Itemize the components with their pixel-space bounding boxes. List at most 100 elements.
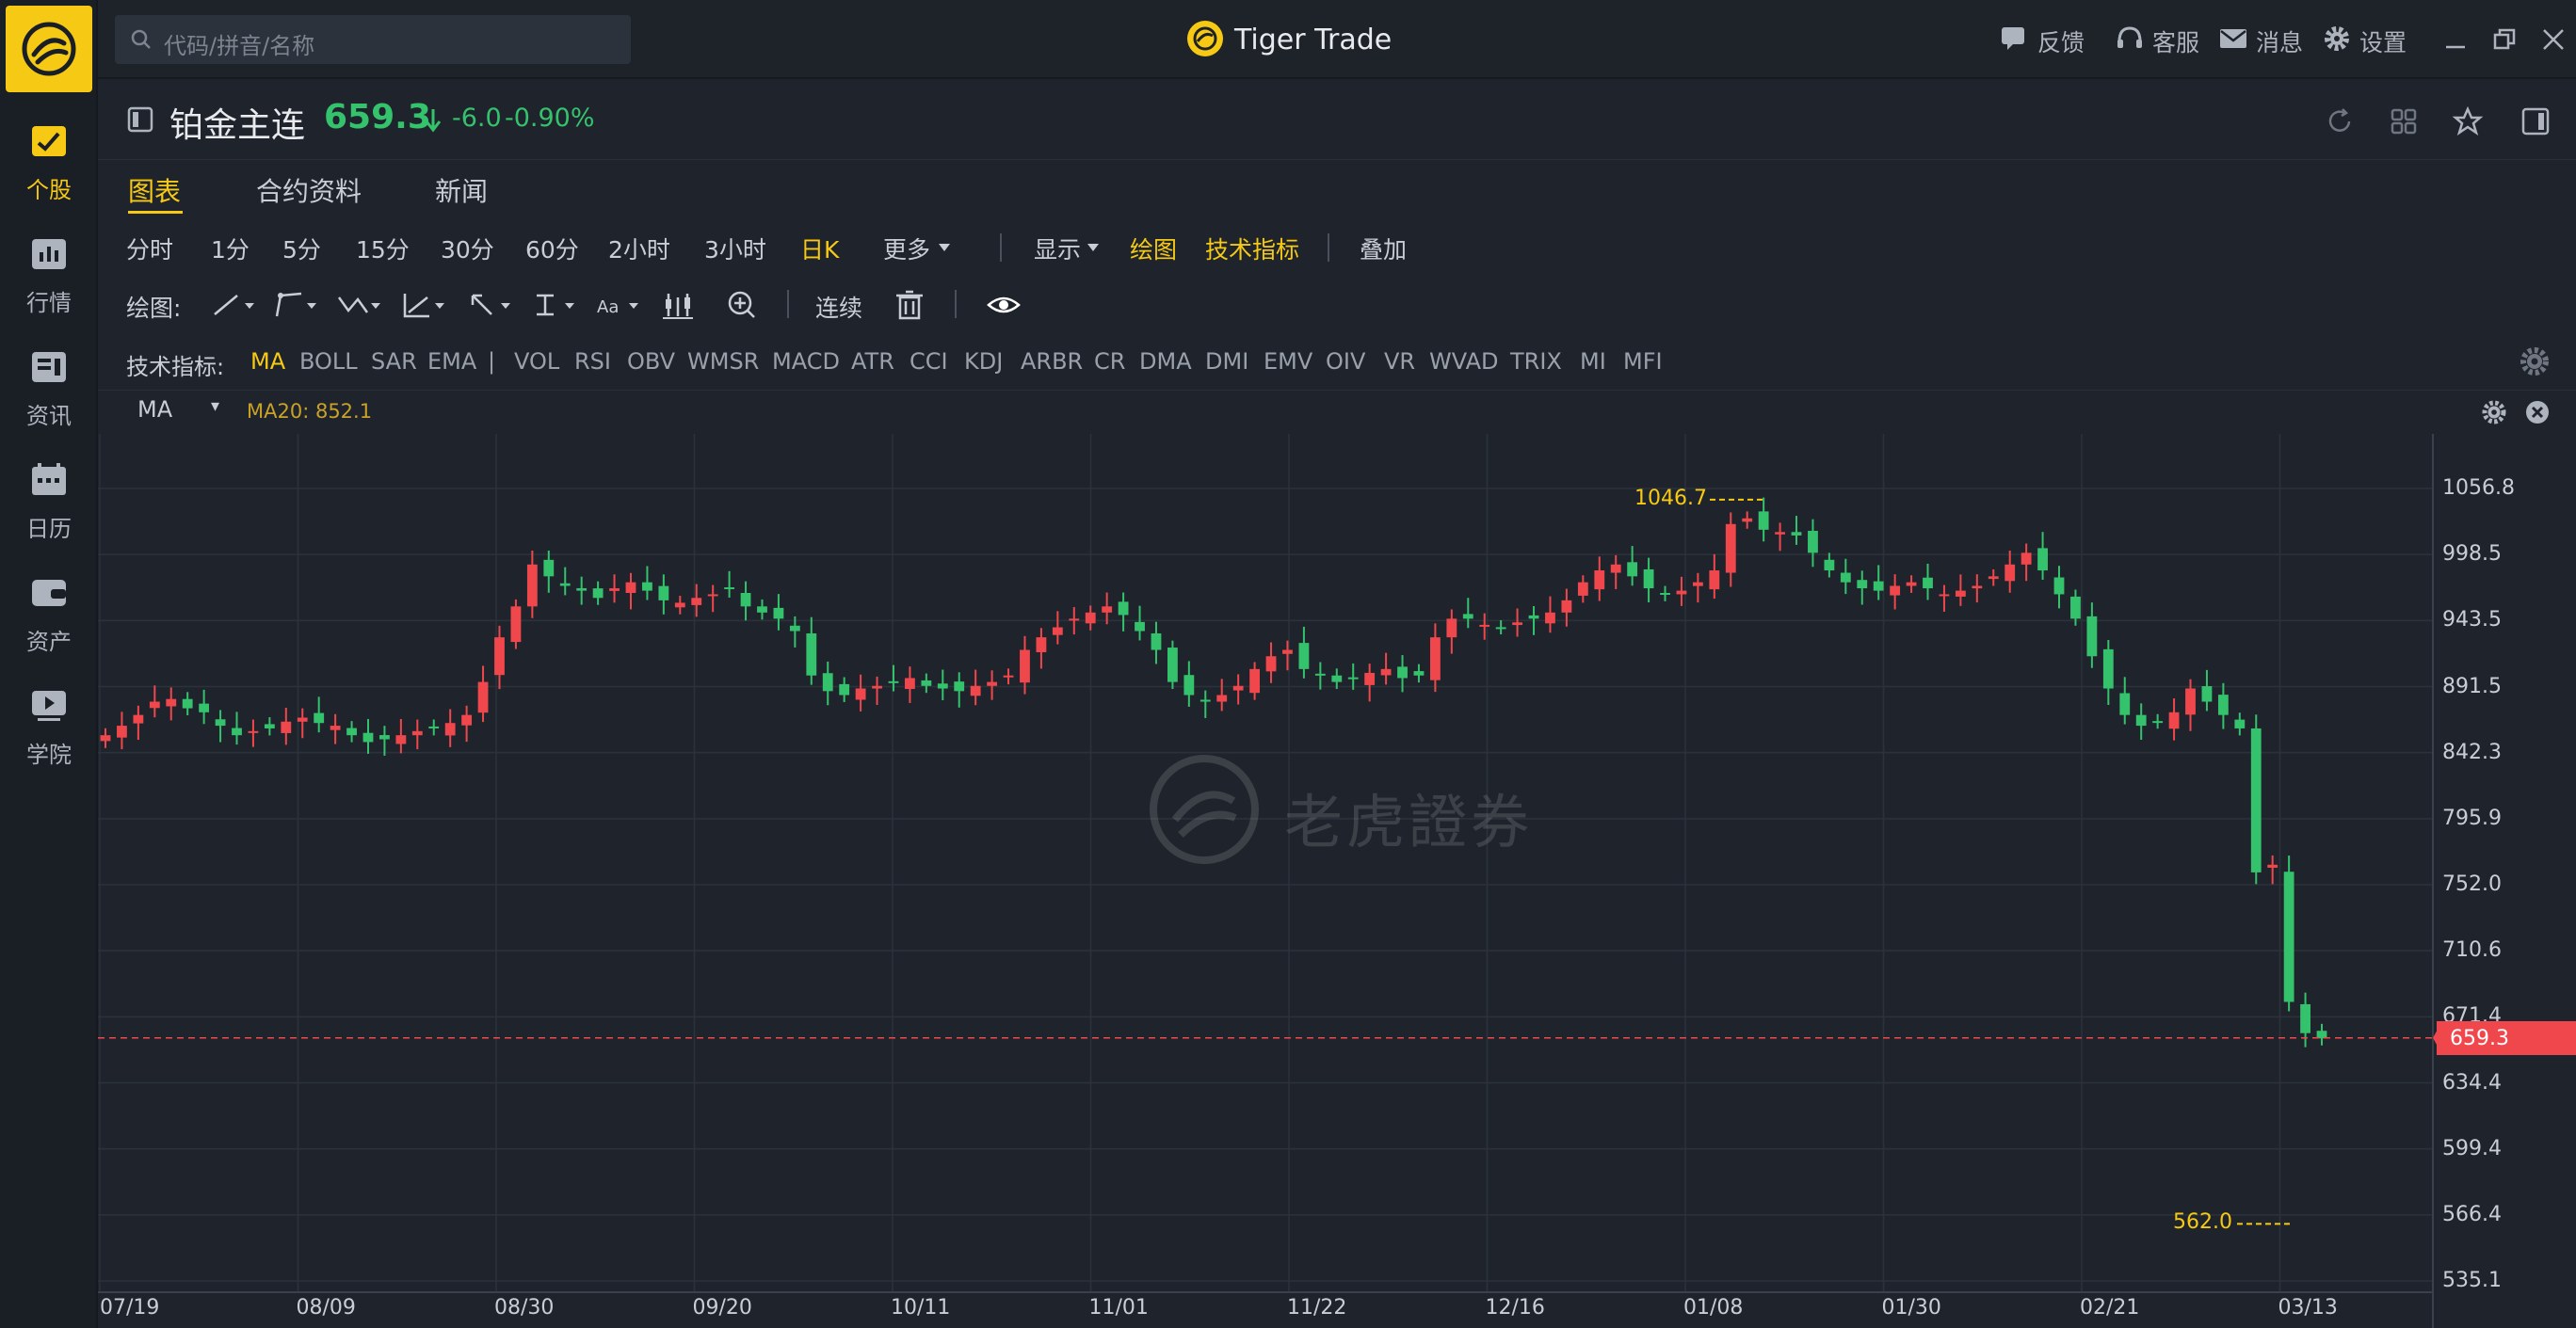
ray-tool-icon[interactable] (271, 288, 324, 322)
candle-body (724, 587, 735, 590)
period-30min[interactable]: 30分 (441, 236, 494, 264)
ma-select[interactable]: MA (137, 396, 173, 423)
period-5min[interactable]: 5分 (282, 236, 321, 264)
indicator-kdj[interactable]: KDJ (964, 348, 1004, 375)
candle-body (510, 606, 522, 643)
fibonacci-tool-icon[interactable] (399, 288, 452, 322)
candle-body (362, 732, 374, 743)
sidebar-item-news[interactable]: 资讯 (0, 339, 98, 442)
period-more[interactable]: 更多 (883, 236, 931, 264)
draw-menu[interactable]: 绘图 (1130, 236, 1178, 264)
indicator-wvad[interactable]: WVAD (1429, 348, 1499, 375)
feedback-button[interactable]: 反馈 (2000, 23, 2113, 56)
sidebar-item-stock[interactable]: 个股 (0, 113, 98, 216)
indicator-cr[interactable]: CR (1094, 348, 1126, 375)
indicator-mi[interactable]: MI (1580, 348, 1606, 375)
indicator-cci[interactable]: CCI (910, 348, 948, 375)
indicator-vol[interactable]: VOL (514, 348, 560, 375)
caret-down-icon[interactable]: ▾ (211, 396, 220, 416)
indicator-emv[interactable]: EMV (1264, 348, 1313, 375)
support-button[interactable]: 客服 (2115, 23, 2220, 56)
period-daily[interactable]: 日K (800, 236, 840, 264)
sidebar-item-assets[interactable]: 资产 (0, 565, 98, 668)
close-icon[interactable] (2538, 24, 2568, 55)
restore-icon[interactable] (2489, 24, 2520, 55)
indicator-macd[interactable]: MACD (772, 348, 840, 375)
indicator-wmsr[interactable]: WMSR (687, 348, 760, 375)
indicator-boll[interactable]: BOLL (299, 348, 358, 375)
side-panel-icon[interactable] (2520, 105, 2552, 137)
candle-body (1085, 612, 1096, 624)
watermark: 老虎證券 (1143, 748, 1633, 871)
indicator-bar: 技术指标: MA BOLL SAR EMA | VOL RSI OBV WMSR… (98, 335, 2576, 390)
trend-line-tool-icon[interactable] (209, 288, 262, 322)
candle-body (1314, 673, 1326, 676)
period-3h[interactable]: 3小时 (704, 236, 766, 264)
minimize-icon[interactable] (2440, 24, 2471, 55)
gear-icon[interactable] (2518, 344, 2552, 378)
indicator-mfi[interactable]: MFI (1623, 348, 1663, 375)
tiger-logo-icon[interactable] (6, 6, 92, 92)
arrow-tool-icon[interactable] (465, 288, 518, 322)
candlestick-chart[interactable] (98, 391, 2576, 1328)
indicator-dma[interactable]: DMA (1139, 348, 1192, 375)
candle-body (2234, 719, 2246, 728)
indicator-oiv[interactable]: OIV (1326, 348, 1366, 375)
x-tick-label: 01/08 (1683, 1296, 1744, 1320)
indicator-vr[interactable]: VR (1384, 348, 1416, 375)
continuous-toggle[interactable]: 连续 (815, 295, 863, 322)
sidebar-item-academy[interactable]: 学院 (0, 678, 98, 781)
period-60min[interactable]: 60分 (525, 236, 579, 264)
trash-icon[interactable] (891, 288, 943, 322)
candle-body (1775, 532, 1785, 535)
indicator-trix[interactable]: TRIX (1510, 348, 1562, 375)
indicator-arbr[interactable]: ARBR (1021, 348, 1084, 375)
candle-body (100, 735, 111, 742)
indicator-ema[interactable]: EMA (427, 348, 477, 375)
price-change-pct: -0.90% (505, 104, 595, 133)
tab-chart[interactable]: 图表 (128, 176, 182, 207)
gear-icon[interactable] (2480, 398, 2508, 426)
star-icon[interactable] (2452, 105, 2484, 137)
symbol-name: 铂金主连 (169, 106, 306, 145)
indicators-menu[interactable]: 技术指标 (1205, 236, 1300, 264)
close-icon[interactable] (2523, 398, 2552, 426)
candle-body (379, 735, 390, 740)
panel-toggle-icon[interactable] (126, 105, 154, 134)
search-input[interactable]: 代码/拼音/名称 (115, 15, 631, 64)
refresh-icon[interactable] (2324, 105, 2356, 137)
candle-body (1808, 530, 1818, 553)
overlay-menu[interactable]: 叠加 (1360, 236, 1408, 264)
candle-tool-icon[interactable] (659, 288, 712, 322)
high-label: 1046.7 (1634, 486, 1707, 510)
chart-area[interactable]: MA ▾ MA20: 852.1 老虎證券 1056.8 998.5 943.5 89… (98, 390, 2576, 1328)
indicator-obv[interactable]: OBV (627, 348, 676, 375)
candle-body (1102, 606, 1113, 613)
indicator-ma[interactable]: MA (250, 348, 286, 375)
zoom-in-icon[interactable] (723, 288, 776, 322)
candle-body (888, 680, 899, 683)
settings-button[interactable]: 设置 (2322, 23, 2427, 56)
candle-body (1446, 618, 1457, 638)
indicator-rsi[interactable]: RSI (574, 348, 611, 375)
x-tick-label: 08/30 (494, 1296, 555, 1320)
indicator-sar[interactable]: SAR (371, 348, 417, 375)
vertical-line-tool-icon[interactable] (529, 288, 582, 322)
indicator-atr[interactable]: ATR (851, 348, 894, 375)
tab-news[interactable]: 新闻 (435, 176, 489, 207)
period-15min[interactable]: 15分 (356, 236, 410, 264)
indicator-dmi[interactable]: DMI (1205, 348, 1249, 375)
text-tool-icon[interactable]: Aa (593, 288, 646, 322)
sidebar-item-calendar[interactable]: 日历 (0, 452, 98, 555)
candle-body (1906, 582, 1917, 586)
display-menu[interactable]: 显示 (1034, 236, 1082, 264)
grid-layout-icon[interactable] (2388, 105, 2420, 137)
tab-contract-info[interactable]: 合约资料 (256, 176, 362, 207)
pattern-tool-icon[interactable] (335, 288, 388, 322)
period-1min[interactable]: 1分 (211, 236, 250, 264)
sidebar-item-market[interactable]: 行情 (0, 226, 98, 329)
period-timeshare[interactable]: 分时 (126, 236, 174, 264)
messages-button[interactable]: 消息 (2218, 23, 2324, 56)
period-2h[interactable]: 2小时 (608, 236, 670, 264)
eye-icon[interactable] (987, 288, 1039, 322)
